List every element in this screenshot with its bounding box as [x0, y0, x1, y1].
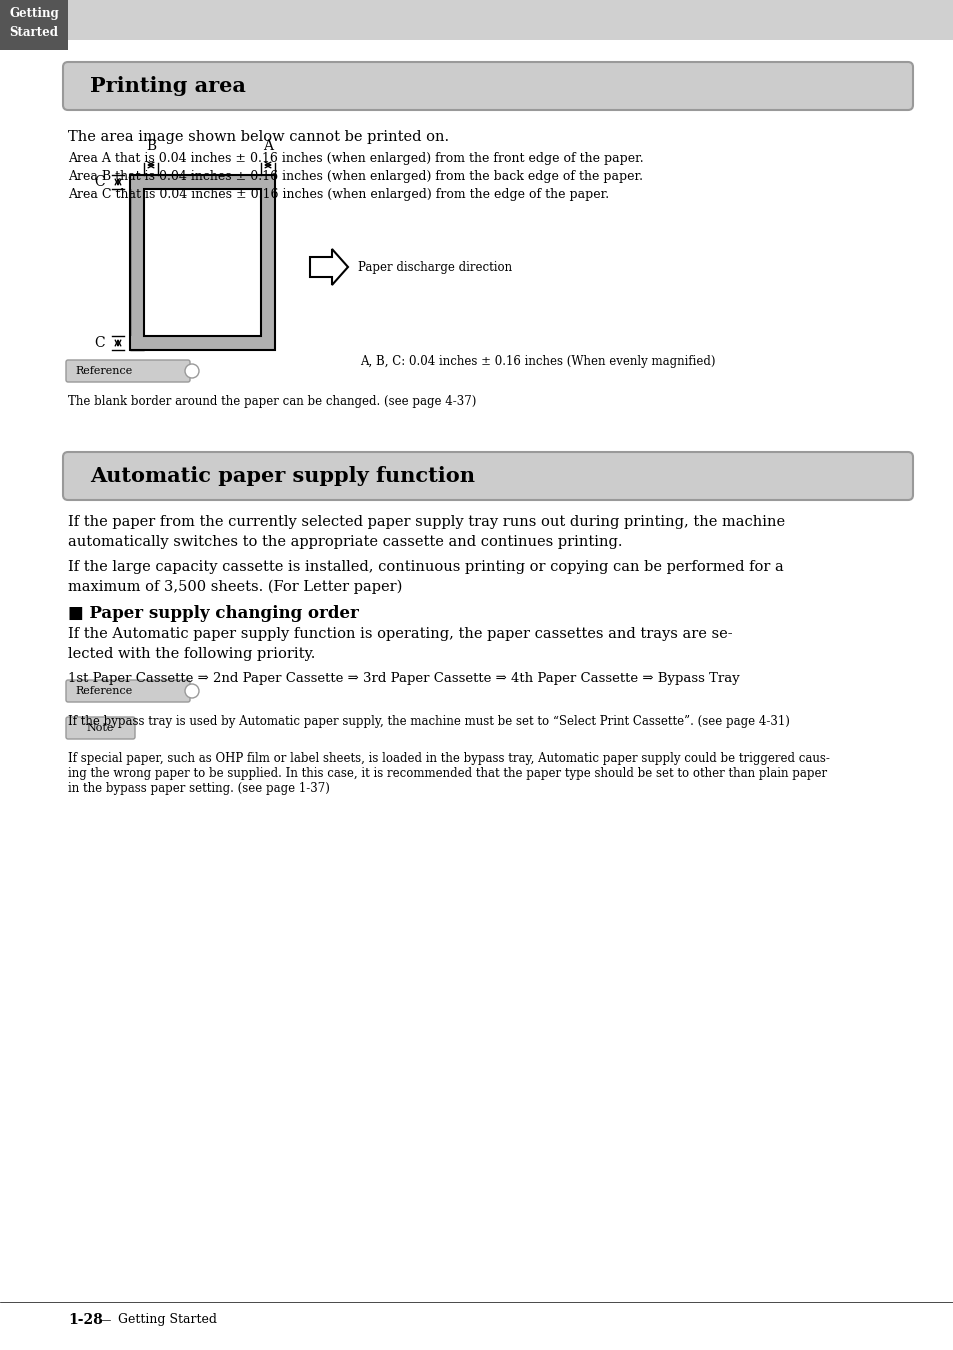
Text: C: C	[94, 336, 105, 350]
Text: Area B that is 0.04 inches ± 0.16 inches (when enlarged) from the back edge of t: Area B that is 0.04 inches ± 0.16 inches…	[68, 170, 642, 184]
Text: 1st Paper Cassette ⇒ 2nd Paper Cassette ⇒ 3rd Paper Cassette ⇒ 4th Paper Cassett: 1st Paper Cassette ⇒ 2nd Paper Cassette …	[68, 672, 739, 684]
Text: Note: Note	[86, 724, 113, 733]
Text: Automatic paper supply function: Automatic paper supply function	[90, 466, 475, 486]
Text: 1-28: 1-28	[68, 1314, 103, 1327]
Text: ■ Paper supply changing order: ■ Paper supply changing order	[68, 605, 358, 622]
Text: Started: Started	[10, 27, 58, 39]
Circle shape	[185, 364, 199, 378]
Bar	[144, 189, 261, 336]
Text: If the large capacity cassette is installed, continuous printing or copying can : If the large capacity cassette is instal…	[68, 560, 783, 574]
Text: maximum of 3,500 sheets. (For Letter paper): maximum of 3,500 sheets. (For Letter pap…	[68, 580, 402, 594]
Bar	[144, 189, 261, 336]
FancyBboxPatch shape	[63, 452, 912, 499]
Text: A, B, C: 0.04 inches ± 0.16 inches (When evenly magnified): A, B, C: 0.04 inches ± 0.16 inches (When…	[359, 355, 715, 369]
Bar	[130, 176, 274, 189]
Text: ing the wrong paper to be supplied. In this case, it is recommended that the pap: ing the wrong paper to be supplied. In t…	[68, 767, 826, 780]
Text: automatically switches to the appropriate cassette and continues printing.: automatically switches to the appropriat…	[68, 535, 622, 549]
FancyBboxPatch shape	[66, 360, 190, 382]
Text: If the bypass tray is used by Automatic paper supply, the machine must be set to: If the bypass tray is used by Automatic …	[68, 716, 789, 728]
FancyBboxPatch shape	[63, 62, 912, 109]
Text: The blank border around the paper can be changed. (see page 4-37): The blank border around the paper can be…	[68, 396, 476, 408]
Text: Getting Started: Getting Started	[118, 1314, 216, 1327]
Text: Printing area: Printing area	[90, 76, 246, 96]
Text: If special paper, such as OHP film or label sheets, is loaded in the bypass tray: If special paper, such as OHP film or la…	[68, 752, 829, 765]
FancyBboxPatch shape	[66, 717, 135, 738]
Text: Reference: Reference	[75, 366, 132, 377]
Text: C: C	[94, 176, 105, 189]
Text: A: A	[263, 139, 273, 153]
Text: If the paper from the currently selected paper supply tray runs out during print: If the paper from the currently selected…	[68, 514, 784, 529]
Bar	[261, 176, 274, 350]
Text: lected with the following priority.: lected with the following priority.	[68, 647, 315, 662]
Text: in the bypass paper setting. (see page 1-37): in the bypass paper setting. (see page 1…	[68, 782, 330, 795]
Circle shape	[185, 684, 199, 698]
Text: Getting: Getting	[10, 8, 59, 20]
Text: Area A that is 0.04 inches ± 0.16 inches (when enlarged) from the front edge of : Area A that is 0.04 inches ± 0.16 inches…	[68, 153, 643, 165]
Text: Reference: Reference	[75, 686, 132, 697]
Bar	[0, 0, 68, 50]
FancyBboxPatch shape	[0, 0, 953, 40]
Text: Paper discharge direction: Paper discharge direction	[357, 261, 512, 274]
Text: The area image shown below cannot be printed on.: The area image shown below cannot be pri…	[68, 130, 449, 144]
Bar	[130, 176, 274, 350]
Bar	[130, 336, 274, 350]
Text: If the Automatic paper supply function is operating, the paper cassettes and tra: If the Automatic paper supply function i…	[68, 626, 732, 641]
Polygon shape	[310, 248, 348, 285]
Bar	[130, 176, 144, 350]
Text: Area C that is 0.04 inches ± 0.16 inches (when enlarged) from the edge of the pa: Area C that is 0.04 inches ± 0.16 inches…	[68, 188, 608, 201]
Text: B: B	[146, 139, 156, 153]
FancyBboxPatch shape	[66, 680, 190, 702]
